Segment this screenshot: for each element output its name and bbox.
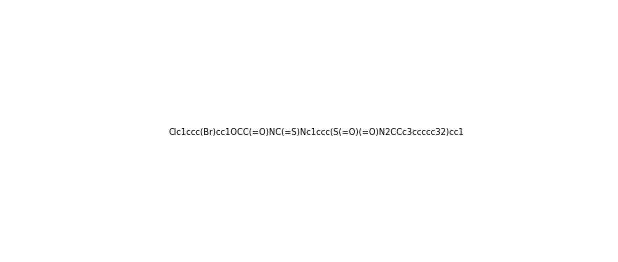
Text: Clc1ccc(Br)cc1OCC(=O)NC(=S)Nc1ccc(S(=O)(=O)N2CCc3ccccc32)cc1: Clc1ccc(Br)cc1OCC(=O)NC(=S)Nc1ccc(S(=O)(… xyxy=(169,128,465,137)
